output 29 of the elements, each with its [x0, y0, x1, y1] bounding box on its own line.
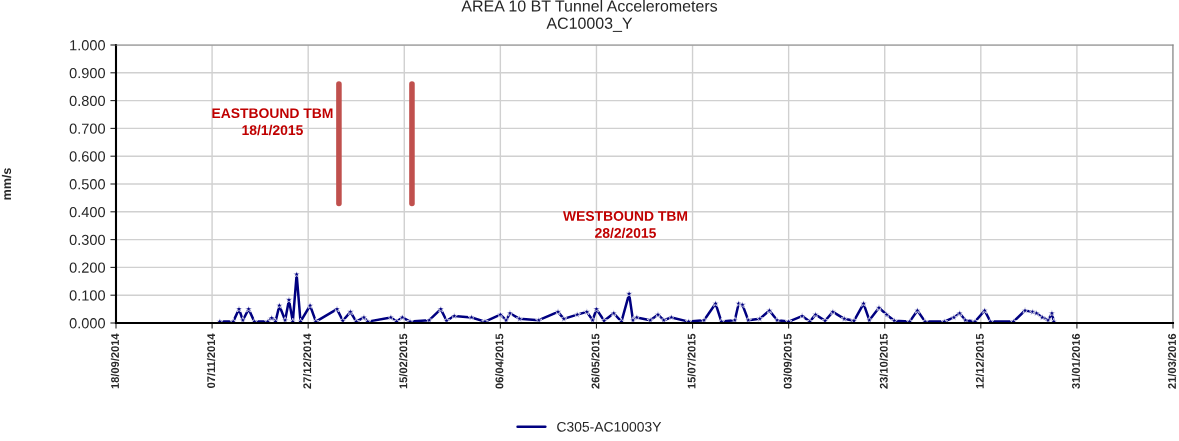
chart-subtitle: AC10003_Y: [546, 17, 633, 32]
legend-label: C305-AC10003Y: [557, 421, 662, 432]
y-tick-label: 0.000: [69, 318, 106, 329]
x-tick-label: 18/09/2014: [110, 333, 120, 389]
y-tick-label: 1.000: [70, 40, 106, 51]
x-tick-label: 23/10/2015: [879, 333, 888, 389]
x-tick-label: 21/03/2016: [1167, 333, 1177, 389]
y-tick-label: 0.900: [69, 67, 106, 79]
y-tick-label: 0.300: [69, 234, 106, 246]
y-tick-label: 0.800: [69, 95, 106, 107]
y-axis-title: mm/s: [1, 168, 12, 200]
annotation: WESTBOUND TBM 28/2/2015: [562, 211, 688, 239]
annotation: EASTBOUND TBM 18/1/2015: [212, 108, 333, 136]
x-tick-label: 03/09/2015: [783, 333, 792, 389]
y-tick-label: 0.700: [69, 123, 106, 134]
y-tick-label: 0.200: [69, 262, 106, 273]
y-tick-label: 0.500: [69, 179, 106, 190]
x-tick-label: 06/04/2015: [495, 333, 504, 389]
x-tick-label: 31/01/2016: [1071, 333, 1080, 389]
y-tick-label: 0.400: [69, 206, 106, 218]
y-tick-label: 0.100: [69, 290, 106, 301]
x-tick-label: 15/02/2015: [399, 333, 408, 389]
x-tick-label: 27/12/2014: [303, 333, 312, 389]
x-tick-label: 26/05/2015: [591, 333, 600, 389]
x-tick-label: 15/07/2015: [687, 333, 696, 389]
y-tick-label: 0.600: [69, 151, 106, 162]
x-tick-label: 07/11/2014: [206, 333, 216, 388]
x-tick-label: 12/12/2015: [975, 333, 984, 389]
chart-title: AREA 10 BT Tunnel Accelerometers: [461, 0, 718, 12]
